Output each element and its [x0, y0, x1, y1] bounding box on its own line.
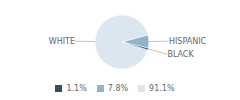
svg-text:WHITE: WHITE [49, 37, 75, 46]
svg-text:HISPANIC: HISPANIC [169, 37, 207, 46]
html-text:7.8%: 7.8% [107, 84, 129, 93]
html-text:91.1%: 91.1% [149, 84, 175, 93]
html-text:1.1%: 1.1% [66, 84, 87, 93]
svg-text:BLACK: BLACK [167, 50, 194, 59]
